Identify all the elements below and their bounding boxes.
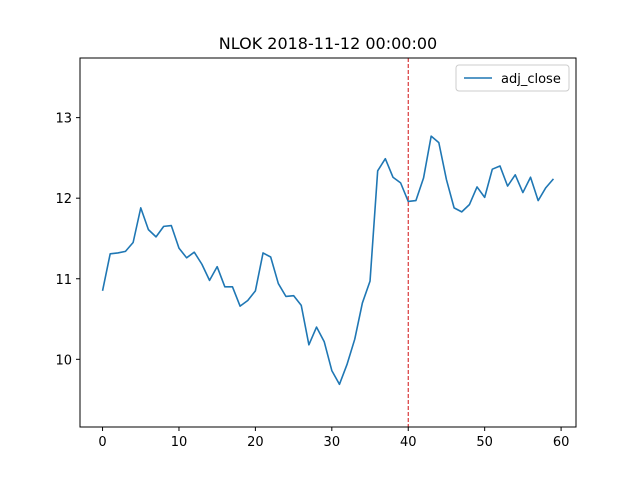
x-tick-label: 20 (247, 435, 264, 450)
series-line-adj-close (101, 135, 555, 386)
x-tick-label: 60 (553, 435, 570, 450)
x-tick-label: 40 (400, 435, 417, 450)
plot-frame (79, 57, 577, 428)
legend: adj_close (455, 64, 570, 92)
x-tick-label: 30 (324, 435, 341, 450)
chart-title: NLOK 2018-11-12 00:00:00 (219, 34, 437, 53)
x-tick-label: 50 (476, 435, 493, 450)
legend-box (455, 64, 570, 92)
legend-label: adj_close (501, 72, 561, 87)
y-tick-label: 10 (55, 353, 72, 368)
y-tick-label: 12 (55, 192, 72, 207)
x-tick-label: 10 (171, 435, 188, 450)
y-tick-label: 11 (55, 273, 72, 288)
x-tick-label: 0 (98, 435, 106, 450)
y-tick-label: 13 (55, 112, 72, 127)
